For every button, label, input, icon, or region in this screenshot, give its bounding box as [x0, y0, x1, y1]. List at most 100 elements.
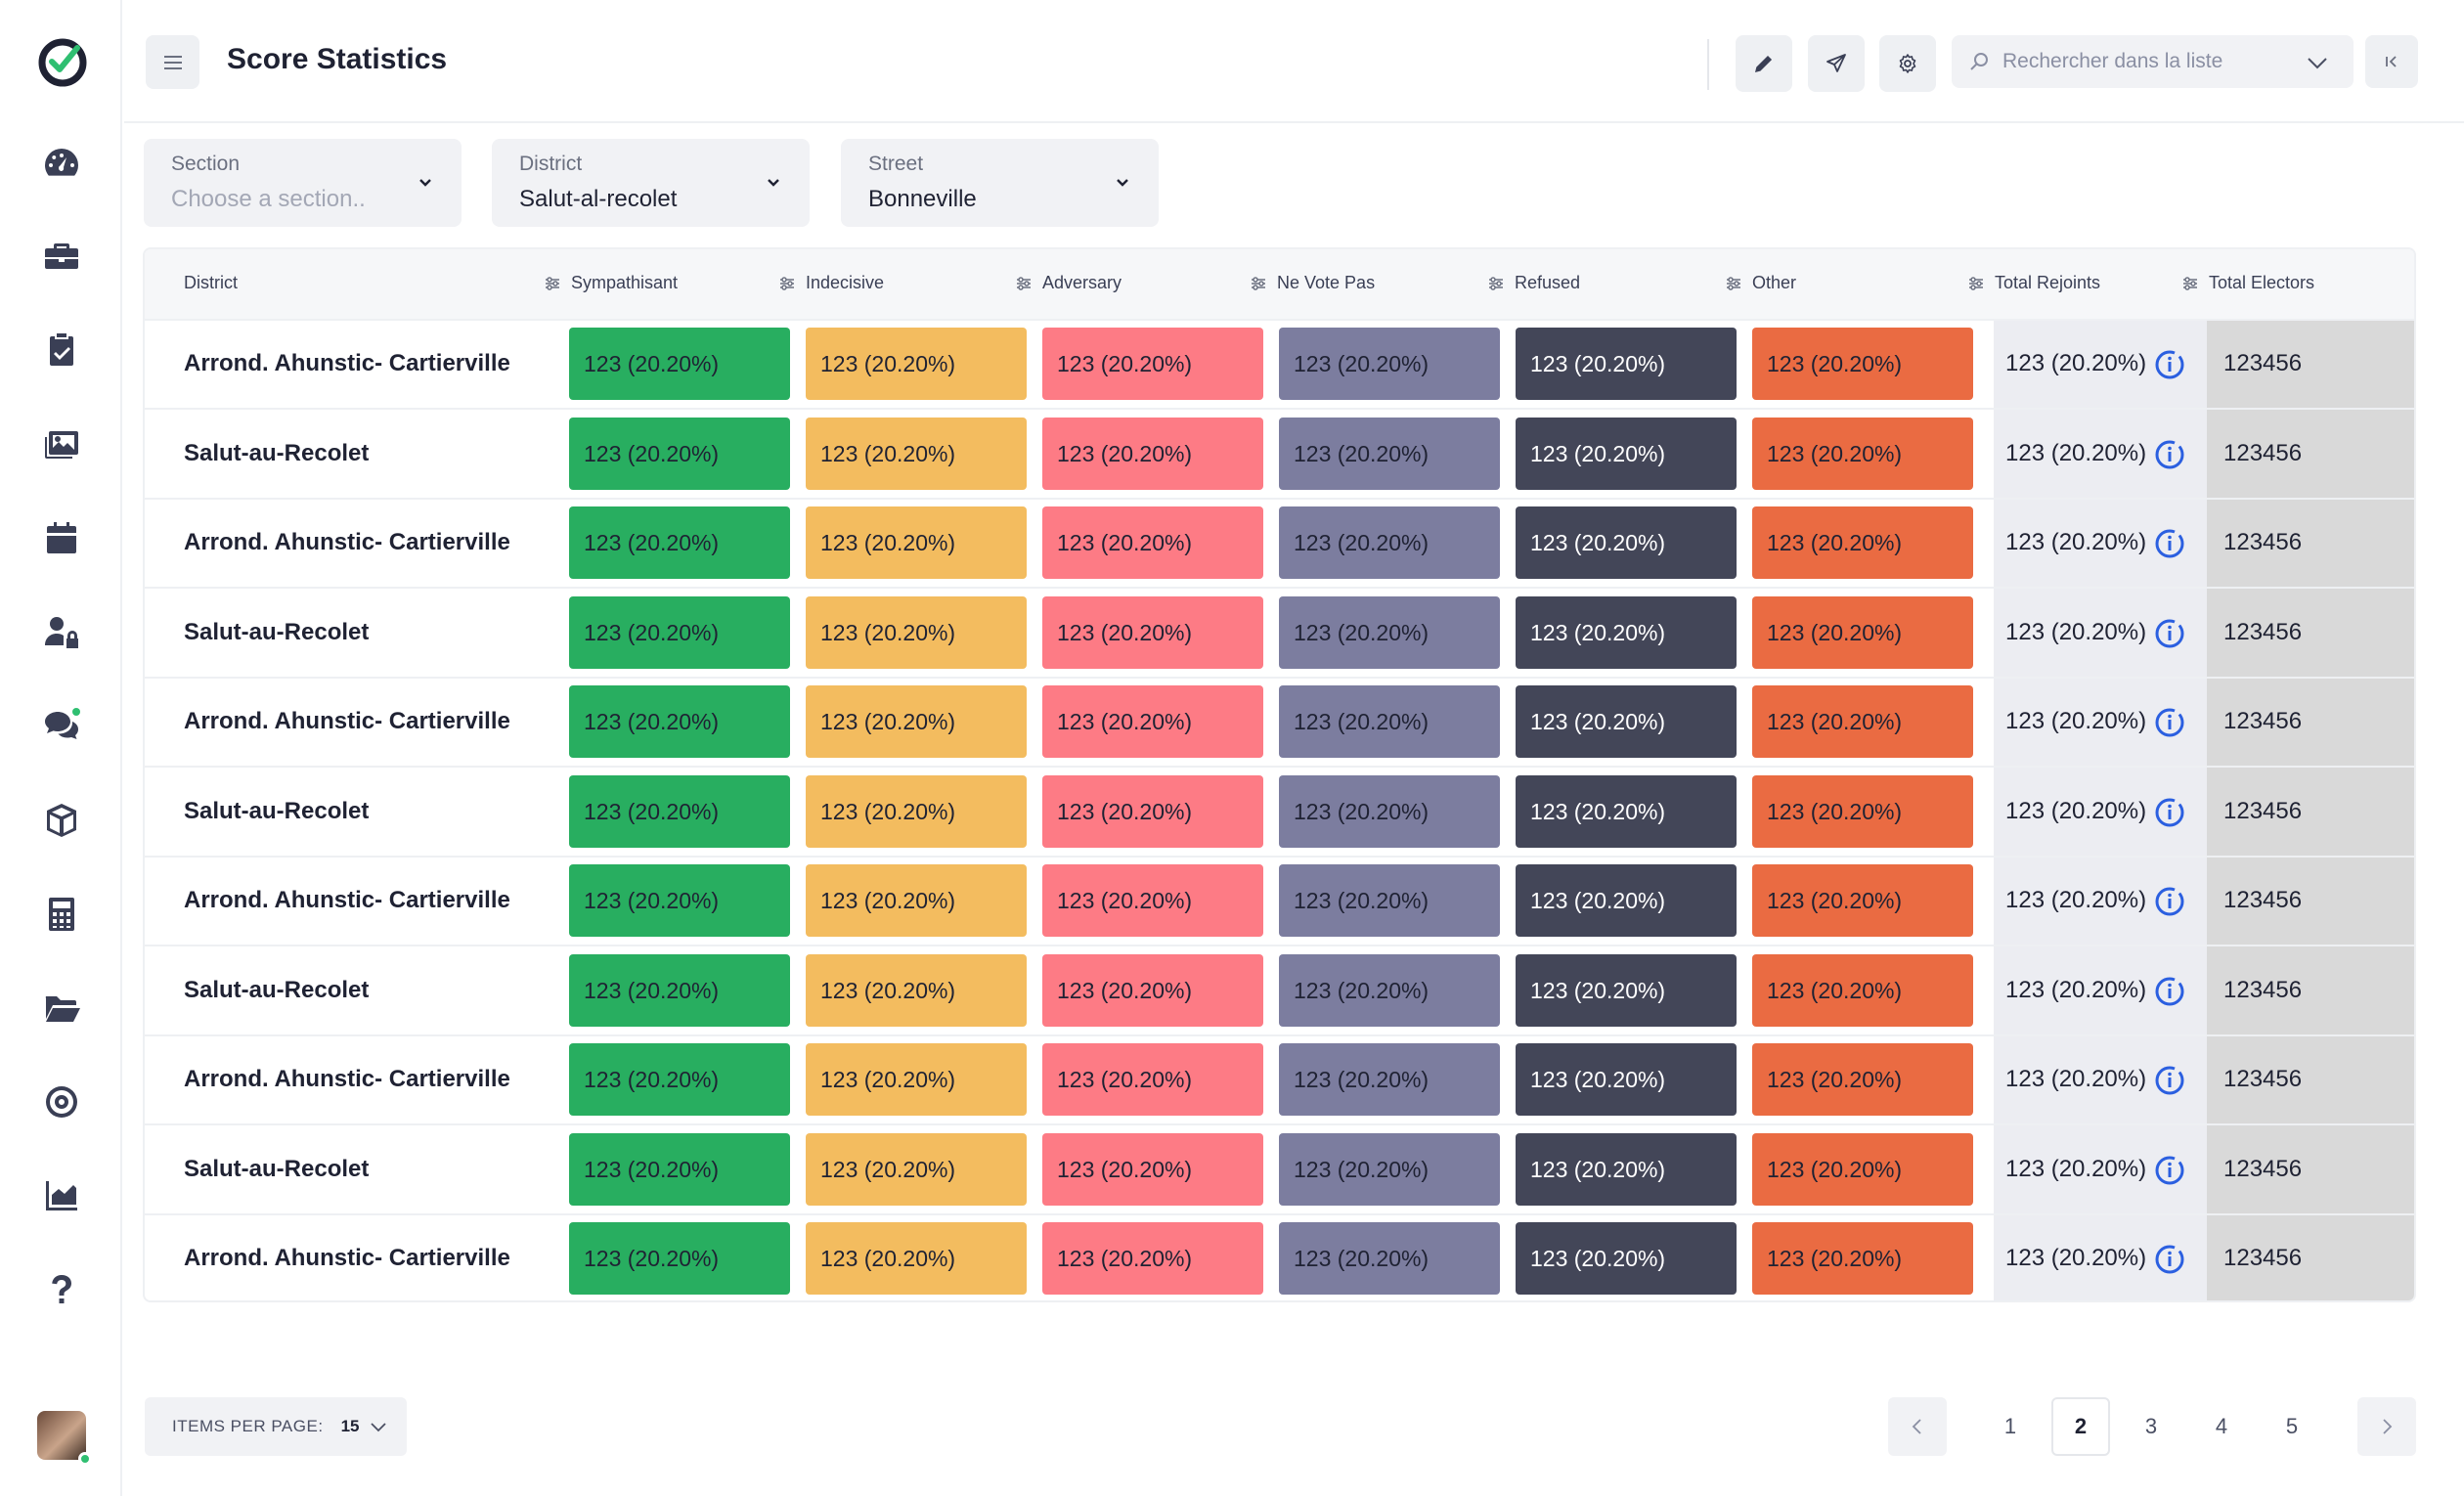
indecisive-cell: 123 (20.20%)	[806, 864, 1027, 937]
app-logo[interactable]	[38, 38, 87, 87]
adversary-cell: 123 (20.20%)	[1042, 595, 1263, 669]
items-per-page-value: 15	[340, 1417, 360, 1435]
search-input[interactable]	[2002, 45, 2296, 78]
gear-icon	[1899, 54, 1916, 73]
table-row[interactable]: Salut-au-Recolet 123 (20.20%) 123 (20.20%)…	[145, 411, 2414, 500]
search-box[interactable]	[1952, 35, 2354, 88]
previous-page-button[interactable]	[1888, 1397, 1947, 1456]
settings-button[interactable]	[1879, 35, 1936, 92]
other-cell: 123 (20.20%)	[1752, 864, 1973, 937]
street-filter[interactable]: Street Bonneville	[841, 139, 1159, 227]
info-icon[interactable]	[2154, 1244, 2185, 1275]
column-header-other[interactable]: Other	[1725, 273, 1796, 293]
column-header-district[interactable]: District	[184, 273, 238, 292]
info-icon[interactable]	[2154, 976, 2185, 1007]
street-filter-label: Street	[868, 153, 924, 175]
collapse-panel-button[interactable]	[2365, 35, 2418, 88]
collapse-left-icon	[2386, 56, 2397, 67]
chevron-down-icon	[768, 179, 779, 187]
column-header-sympathisant[interactable]: Sympathisant	[544, 273, 678, 293]
district-cell: Salut-au-Recolet	[184, 797, 370, 824]
ne-vote-pas-cell: 123 (20.20%)	[1279, 953, 1500, 1027]
column-header-ne-vote-pas[interactable]: Ne Vote Pas	[1250, 273, 1375, 293]
adversary-cell: 123 (20.20%)	[1042, 328, 1263, 400]
chevron-down-icon[interactable]	[2305, 50, 2330, 75]
info-icon[interactable]	[2154, 439, 2185, 470]
column-header-indecisive[interactable]: Indecisive	[778, 273, 884, 293]
info-icon[interactable]	[2154, 797, 2185, 828]
table-row[interactable]: Arrond. Ahunstic- Cartierville 123 (20.20…	[145, 321, 2414, 410]
adversary-cell: 123 (20.20%)	[1042, 1043, 1263, 1116]
refused-cell: 123 (20.20%)	[1516, 864, 1737, 937]
table-row[interactable]: Arrond. Ahunstic- Cartierville 123 (20.20…	[145, 679, 2414, 768]
table-row[interactable]: Arrond. Ahunstic- Cartierville 123 (20.20…	[145, 500, 2414, 589]
page-button-4[interactable]: 4	[2215, 1414, 2228, 1438]
briefcase-icon[interactable]	[39, 233, 84, 278]
page-button-2[interactable]: 2	[2051, 1397, 2110, 1456]
other-cell: 123 (20.20%)	[1752, 328, 1973, 400]
clipboard-check-icon[interactable]	[39, 327, 84, 372]
section-filter[interactable]: Section Choose a section..	[144, 139, 462, 227]
district-cell: Arrond. Ahunstic- Cartierville	[184, 708, 510, 734]
refused-cell: 123 (20.20%)	[1516, 328, 1737, 400]
other-cell: 123 (20.20%)	[1752, 506, 1973, 579]
other-cell: 123 (20.20%)	[1752, 417, 1973, 490]
items-per-page-select[interactable]: ITEMS PER PAGE: 15	[145, 1397, 407, 1456]
column-header-total-rejoints[interactable]: Total Rejoints	[1967, 273, 2100, 293]
target-icon[interactable]	[39, 1079, 84, 1124]
edit-button[interactable]	[1736, 35, 1792, 92]
total-electors-cell: 123456	[2223, 887, 2303, 913]
page-title: Score Statistics	[227, 43, 448, 75]
search-icon	[1970, 53, 1988, 70]
info-icon[interactable]	[2154, 707, 2185, 738]
street-filter-value: Bonneville	[868, 186, 977, 212]
chat-icon[interactable]	[39, 703, 84, 748]
column-header-total-electors[interactable]: Total Electors	[2181, 273, 2314, 293]
table-row[interactable]: Salut-au-Recolet 123 (20.20%) 123 (20.20%)…	[145, 590, 2414, 679]
help-icon[interactable]	[39, 1267, 84, 1312]
table-row[interactable]: Salut-au-Recolet 123 (20.20%) 123 (20.20%)…	[145, 769, 2414, 858]
total-electors-cell: 123456	[2223, 1245, 2303, 1271]
district-cell: Salut-au-Recolet	[184, 618, 370, 645]
sidebar	[0, 0, 122, 1496]
table-header: District Sympathisant Indecisive Adversa…	[145, 249, 2414, 321]
calendar-icon[interactable]	[39, 515, 84, 560]
info-icon[interactable]	[2154, 528, 2185, 559]
chart-icon[interactable]	[39, 1173, 84, 1218]
page-button-1[interactable]: 1	[2003, 1414, 2017, 1438]
info-icon[interactable]	[2154, 1065, 2185, 1096]
page-button-5[interactable]: 5	[2285, 1414, 2299, 1438]
refused-cell: 123 (20.20%)	[1516, 1043, 1737, 1116]
images-icon[interactable]	[39, 421, 84, 466]
folder-icon[interactable]	[39, 986, 84, 1031]
dashboard-icon[interactable]	[39, 140, 84, 185]
menu-button[interactable]	[146, 35, 199, 89]
column-header-adversary[interactable]: Adversary	[1015, 273, 1122, 293]
info-icon[interactable]	[2154, 886, 2185, 917]
user-lock-icon[interactable]	[39, 609, 84, 654]
table-row[interactable]: Arrond. Ahunstic- Cartierville 123 (20.20…	[145, 1215, 2414, 1300]
indecisive-cell: 123 (20.20%)	[806, 328, 1027, 400]
next-page-button[interactable]	[2357, 1397, 2416, 1456]
ne-vote-pas-cell: 123 (20.20%)	[1279, 506, 1500, 579]
column-header-refused[interactable]: Refused	[1487, 273, 1580, 293]
district-filter[interactable]: District Salut-al-recolet	[492, 139, 810, 227]
total-rejoints-cell: 123 (20.20%)	[2005, 797, 2147, 824]
table-row[interactable]: Arrond. Ahunstic- Cartierville 123 (20.20…	[145, 1036, 2414, 1125]
table-row[interactable]: Arrond. Ahunstic- Cartierville 123 (20.20…	[145, 858, 2414, 946]
page-button-3[interactable]: 3	[2144, 1414, 2158, 1438]
other-cell: 123 (20.20%)	[1752, 953, 1973, 1027]
total-rejoints-cell: 123 (20.20%)	[2005, 1245, 2147, 1271]
adversary-cell: 123 (20.20%)	[1042, 1132, 1263, 1206]
refused-cell: 123 (20.20%)	[1516, 1222, 1737, 1295]
avatar[interactable]	[37, 1411, 92, 1466]
table-row[interactable]: Salut-au-Recolet 123 (20.20%) 123 (20.20%)…	[145, 947, 2414, 1036]
pencil-icon	[1754, 55, 1773, 73]
box-icon[interactable]	[39, 798, 84, 843]
info-icon[interactable]	[2154, 618, 2185, 649]
calculator-icon[interactable]	[39, 892, 84, 937]
info-icon[interactable]	[2154, 349, 2185, 380]
info-icon[interactable]	[2154, 1155, 2185, 1186]
send-button[interactable]	[1808, 35, 1865, 92]
table-row[interactable]: Salut-au-Recolet 123 (20.20%) 123 (20.20%)…	[145, 1126, 2414, 1215]
